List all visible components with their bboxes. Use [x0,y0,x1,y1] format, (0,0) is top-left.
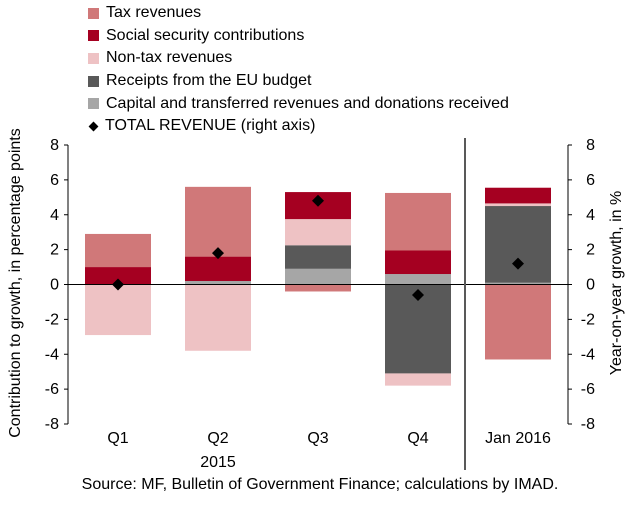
x-tick-label: Q3 [307,430,328,447]
x-tick-label: Q4 [407,430,428,447]
bar-capital-and-transferred-revenues-and-donations-received [185,281,251,285]
bar-social-security-contributions [85,267,151,285]
y-tick-label: 2 [50,242,59,259]
secondary-y-tick-label: -2 [581,311,595,328]
total-revenue-marker [412,288,424,301]
total-revenue-marker [312,194,324,207]
bar-tax-revenues [485,284,551,360]
legend: Tax revenues Social security contributio… [88,2,509,138]
legend-label: Tax revenues [106,4,202,22]
legend-swatch [88,30,99,42]
secondary-y-tick-label: -4 [581,346,595,363]
secondary-y-tick-label: 6 [586,172,595,189]
legend-label: Non-tax revenues [106,49,233,67]
bar-social-security-contributions [385,250,451,275]
y-axis-title: Contribution to growth, in percentage po… [7,128,24,438]
x-group-label: 2015 [200,454,236,471]
axes: -8 -8 -6 -6 -4 -4 -2 -2 0 0 2 2 4 4 6 6 8 8 Q1 Q2 Q3 Q4 Jan 20… [45,137,595,471]
bar-non-tax-revenues [485,203,551,207]
legend-label: Social security contributions [106,26,305,44]
x-tick-label: Jan 2016 [485,430,551,447]
bar-social-security-contributions [485,187,551,204]
y-tick-label: 0 [50,277,59,294]
bar-non-tax-revenues [185,284,251,351]
secondary-y-axis-title: Year-on-year growth, in % [608,191,625,375]
y-tick-label: 6 [50,172,59,189]
bars [85,186,551,386]
bar-tax-revenues [385,192,451,251]
legend-swatch [88,52,99,64]
legend-swatch [88,75,99,87]
y-tick-label: -2 [45,311,59,328]
legend-label: Receipts from the EU budget [106,72,312,90]
y-tick-label: -6 [45,381,59,398]
secondary-y-tick-label: 0 [586,277,595,294]
legend-item-tax-revenues: Tax revenues [88,2,509,25]
bar-capital-and-transferred-revenues-and-donations-received [485,282,551,285]
bar-non-tax-revenues [85,284,151,336]
bar-tax-revenues [185,186,251,257]
bar-capital-and-transferred-revenues-and-donations-received [285,268,351,285]
x-tick-label: Q2 [207,430,228,447]
secondary-y-tick-label: 4 [586,207,595,224]
secondary-y-tick-label: -8 [581,416,595,433]
bar-tax-revenues [285,284,351,292]
secondary-y-tick-label: 2 [586,242,595,259]
diamond-marker-icon [88,121,99,132]
y-tick-label: 4 [50,207,59,224]
total-revenue-marker [512,257,524,270]
bar-social-security-contributions [185,256,251,282]
legend-item-eu-budget: Receipts from the EU budget [88,70,509,93]
y-tick-label: -8 [45,416,59,433]
bar-non-tax-revenues [385,373,451,386]
y-tick-label: 8 [50,137,59,154]
legend-label: Capital and transferred revenues and don… [106,94,509,112]
total-revenue-marker [212,247,224,260]
legend-item-total-revenue: TOTAL REVENUE (right axis) [88,115,509,138]
bar-receipts-from-the-eu-budget [285,245,351,269]
legend-swatch [88,7,99,19]
legend-item-social-security: Social security contributions [88,25,509,48]
bar-non-tax-revenues [285,219,351,246]
y-tick-label: -4 [45,346,59,363]
x-tick-label: Q1 [107,430,128,447]
secondary-y-tick-label: -6 [581,381,595,398]
source-note: Source: MF, Bulletin of Government Finan… [81,476,559,493]
bar-tax-revenues [85,233,151,268]
legend-label: TOTAL REVENUE (right axis) [105,117,316,135]
secondary-y-tick-label: 8 [586,137,595,154]
legend-item-capital-revenues: Capital and transferred revenues and don… [88,92,509,115]
bar-capital-and-transferred-revenues-and-donations-received [385,274,451,285]
legend-item-non-tax-revenues: Non-tax revenues [88,47,509,70]
legend-swatch [88,98,99,110]
bar-receipts-from-the-eu-budget [485,206,551,283]
